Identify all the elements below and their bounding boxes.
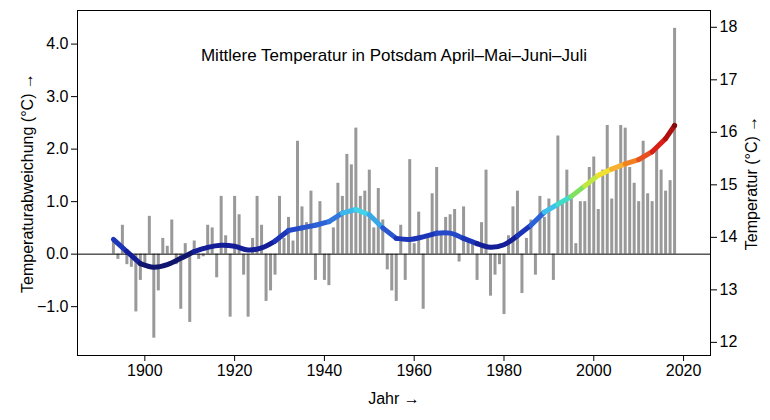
svg-text:Jahr →: Jahr → (368, 390, 420, 407)
svg-text:0.0: 0.0 (46, 245, 68, 262)
svg-text:Temperatur (°C) →: Temperatur (°C) → (743, 116, 760, 250)
svg-text:13: 13 (720, 281, 738, 298)
svg-text:1960: 1960 (396, 362, 432, 379)
svg-text:15: 15 (720, 176, 738, 193)
svg-text:2000: 2000 (576, 362, 612, 379)
svg-text:1.0: 1.0 (46, 193, 68, 210)
svg-text:1900: 1900 (127, 362, 163, 379)
svg-text:16: 16 (720, 123, 738, 140)
svg-text:Temperaturabweichung (°C) →: Temperaturabweichung (°C) → (19, 73, 36, 293)
svg-text:12: 12 (720, 333, 738, 350)
svg-text:18: 18 (720, 18, 738, 35)
svg-text:4.0: 4.0 (46, 35, 68, 52)
svg-text:1920: 1920 (217, 362, 253, 379)
svg-text:17: 17 (720, 71, 738, 88)
svg-text:1940: 1940 (307, 362, 343, 379)
svg-text:2020: 2020 (666, 362, 702, 379)
svg-text:14: 14 (720, 228, 738, 245)
svg-text:2.0: 2.0 (46, 140, 68, 157)
svg-text:Mittlere Temperatur in Potsdam: Mittlere Temperatur in Potsdam April–Mai… (201, 46, 587, 65)
svg-text:−1.0: −1.0 (37, 298, 69, 315)
svg-text:1980: 1980 (486, 362, 522, 379)
svg-text:3.0: 3.0 (46, 88, 68, 105)
